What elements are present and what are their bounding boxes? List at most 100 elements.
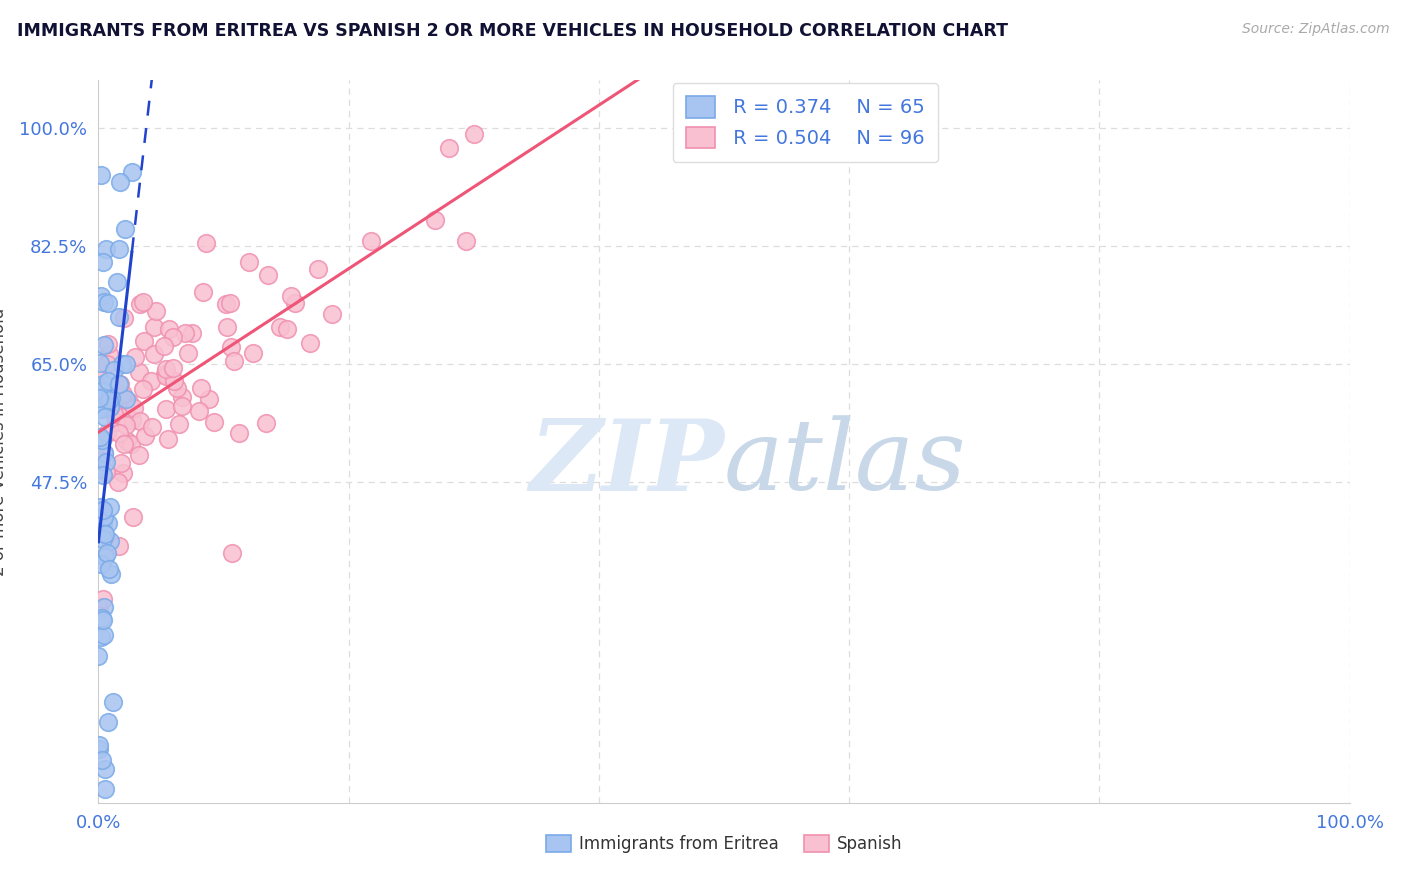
Point xyxy=(94,550,117,565)
Point xyxy=(163,374,186,388)
Point xyxy=(91,532,114,546)
Point xyxy=(87,462,110,476)
Point xyxy=(166,381,188,395)
Point xyxy=(122,401,145,415)
Point xyxy=(96,357,118,371)
Point xyxy=(242,346,264,360)
Point xyxy=(93,294,115,309)
Point xyxy=(91,468,114,483)
Point xyxy=(97,714,120,729)
Point xyxy=(98,500,121,515)
Point xyxy=(103,395,125,409)
Point xyxy=(91,255,114,269)
Point xyxy=(128,365,150,379)
Point xyxy=(98,399,121,413)
Point xyxy=(190,381,212,395)
Point xyxy=(111,467,134,481)
Point xyxy=(257,268,280,282)
Point xyxy=(180,326,202,341)
Point xyxy=(104,415,127,429)
Point xyxy=(100,395,122,409)
Point xyxy=(112,437,135,451)
Point xyxy=(91,433,114,447)
Point xyxy=(87,739,110,753)
Text: Source: ZipAtlas.com: Source: ZipAtlas.com xyxy=(1241,22,1389,37)
Point xyxy=(91,384,114,399)
Point xyxy=(108,426,131,441)
Point xyxy=(91,592,114,607)
Point xyxy=(254,417,277,431)
Point xyxy=(463,128,485,142)
Point xyxy=(93,446,115,460)
Point xyxy=(115,392,138,407)
Point xyxy=(87,648,110,663)
Point xyxy=(157,322,180,336)
Point xyxy=(121,413,143,427)
Point xyxy=(124,351,146,365)
Point xyxy=(269,319,291,334)
Point xyxy=(132,295,155,310)
Point xyxy=(121,165,143,179)
Point xyxy=(87,391,110,405)
Point xyxy=(108,175,131,189)
Point xyxy=(98,393,121,408)
Point xyxy=(94,409,117,424)
Point xyxy=(96,546,118,560)
Point xyxy=(90,453,112,467)
Point xyxy=(299,336,322,351)
Point xyxy=(105,276,128,290)
Point xyxy=(202,415,225,429)
Point xyxy=(280,289,302,303)
Point xyxy=(90,525,112,540)
Point xyxy=(115,434,138,449)
Point xyxy=(139,374,162,388)
Point xyxy=(90,630,112,644)
Point xyxy=(120,436,142,450)
Point xyxy=(108,376,131,391)
Point xyxy=(93,516,115,531)
Point xyxy=(219,296,242,310)
Point xyxy=(90,380,112,394)
Point xyxy=(152,339,174,353)
Point xyxy=(89,356,111,370)
Point xyxy=(91,613,114,627)
Point xyxy=(108,243,131,257)
Point xyxy=(90,402,112,417)
Point xyxy=(143,320,166,334)
Point xyxy=(177,345,200,359)
Point xyxy=(98,401,121,416)
Point xyxy=(276,322,298,336)
Point xyxy=(98,347,121,361)
Point xyxy=(191,285,214,299)
Point xyxy=(219,340,242,354)
Text: atlas: atlas xyxy=(724,416,967,511)
Legend:  R = 0.374    N = 65,  R = 0.504    N = 96: R = 0.374 N = 65, R = 0.504 N = 96 xyxy=(672,83,938,162)
Point xyxy=(111,410,134,425)
Point xyxy=(129,414,152,428)
Point xyxy=(174,326,197,340)
Point xyxy=(89,401,111,416)
Point xyxy=(93,338,115,352)
Point xyxy=(162,360,184,375)
Point xyxy=(96,425,118,440)
Point xyxy=(103,362,125,376)
Point xyxy=(93,782,115,797)
Point xyxy=(94,392,117,406)
Point xyxy=(114,357,136,371)
Point xyxy=(162,330,184,344)
Point xyxy=(87,741,110,756)
Point xyxy=(93,628,115,642)
Point xyxy=(93,446,115,460)
Y-axis label: 2 or more Vehicles in Household: 2 or more Vehicles in Household xyxy=(0,308,8,575)
Point xyxy=(97,562,120,576)
Point xyxy=(100,567,122,582)
Point xyxy=(114,222,136,236)
Text: IMMIGRANTS FROM ERITREA VS SPANISH 2 OR MORE VEHICLES IN HOUSEHOLD CORRELATION C: IMMIGRANTS FROM ERITREA VS SPANISH 2 OR … xyxy=(17,22,1008,40)
Point xyxy=(94,526,117,541)
Point xyxy=(215,320,238,334)
Point xyxy=(228,425,250,440)
Point xyxy=(101,694,124,708)
Point xyxy=(89,599,111,614)
Text: ZIP: ZIP xyxy=(529,415,724,511)
Point xyxy=(141,419,163,434)
